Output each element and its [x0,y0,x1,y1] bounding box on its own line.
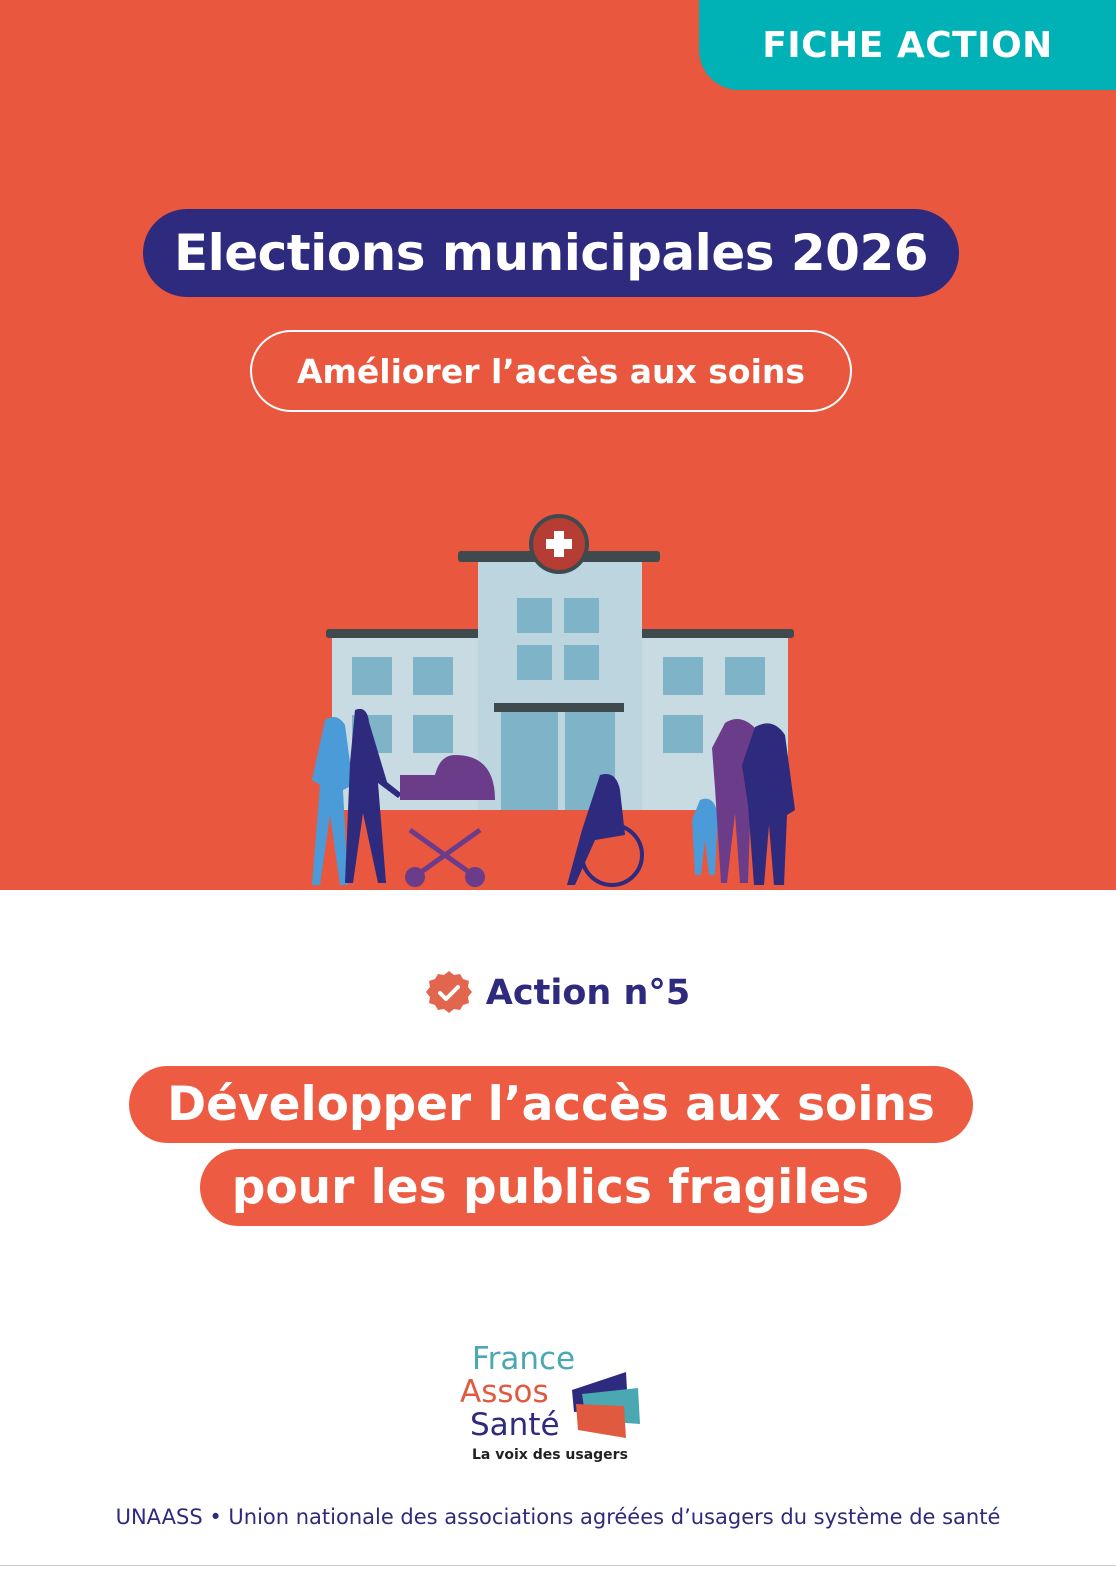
logo-word-sante: Santé [470,1407,560,1443]
action-label: Action n°5 [485,973,691,1013]
check-badge-icon [425,971,472,1013]
bottom-divider [0,1565,1116,1566]
logo-word-france: France [472,1341,576,1377]
medical-cross-icon [529,514,589,574]
logo-flags-icon [572,1372,640,1438]
headline-line-1: Développer l’accès aux soins [129,1066,973,1143]
hospital-illustration [312,514,795,887]
action-number: Action n°5 [0,970,1116,1016]
people-silhouettes [312,708,795,887]
headline-line-2: pour les publics fragiles [200,1149,901,1226]
footer-text: UNAASS • Union nationale des association… [115,1505,1001,1529]
fiche-action-badge: FICHE ACTION [699,0,1116,90]
logo-word-assos: Assos [460,1374,549,1410]
subtitle: Améliorer l’accès aux soins [250,330,852,412]
page-title: Elections municipales 2026 [143,209,959,297]
logo-tagline: La voix des usagers [472,1447,628,1463]
france-assos-sante-logo: France Assos Santé La voix des usagers [460,1343,650,1468]
